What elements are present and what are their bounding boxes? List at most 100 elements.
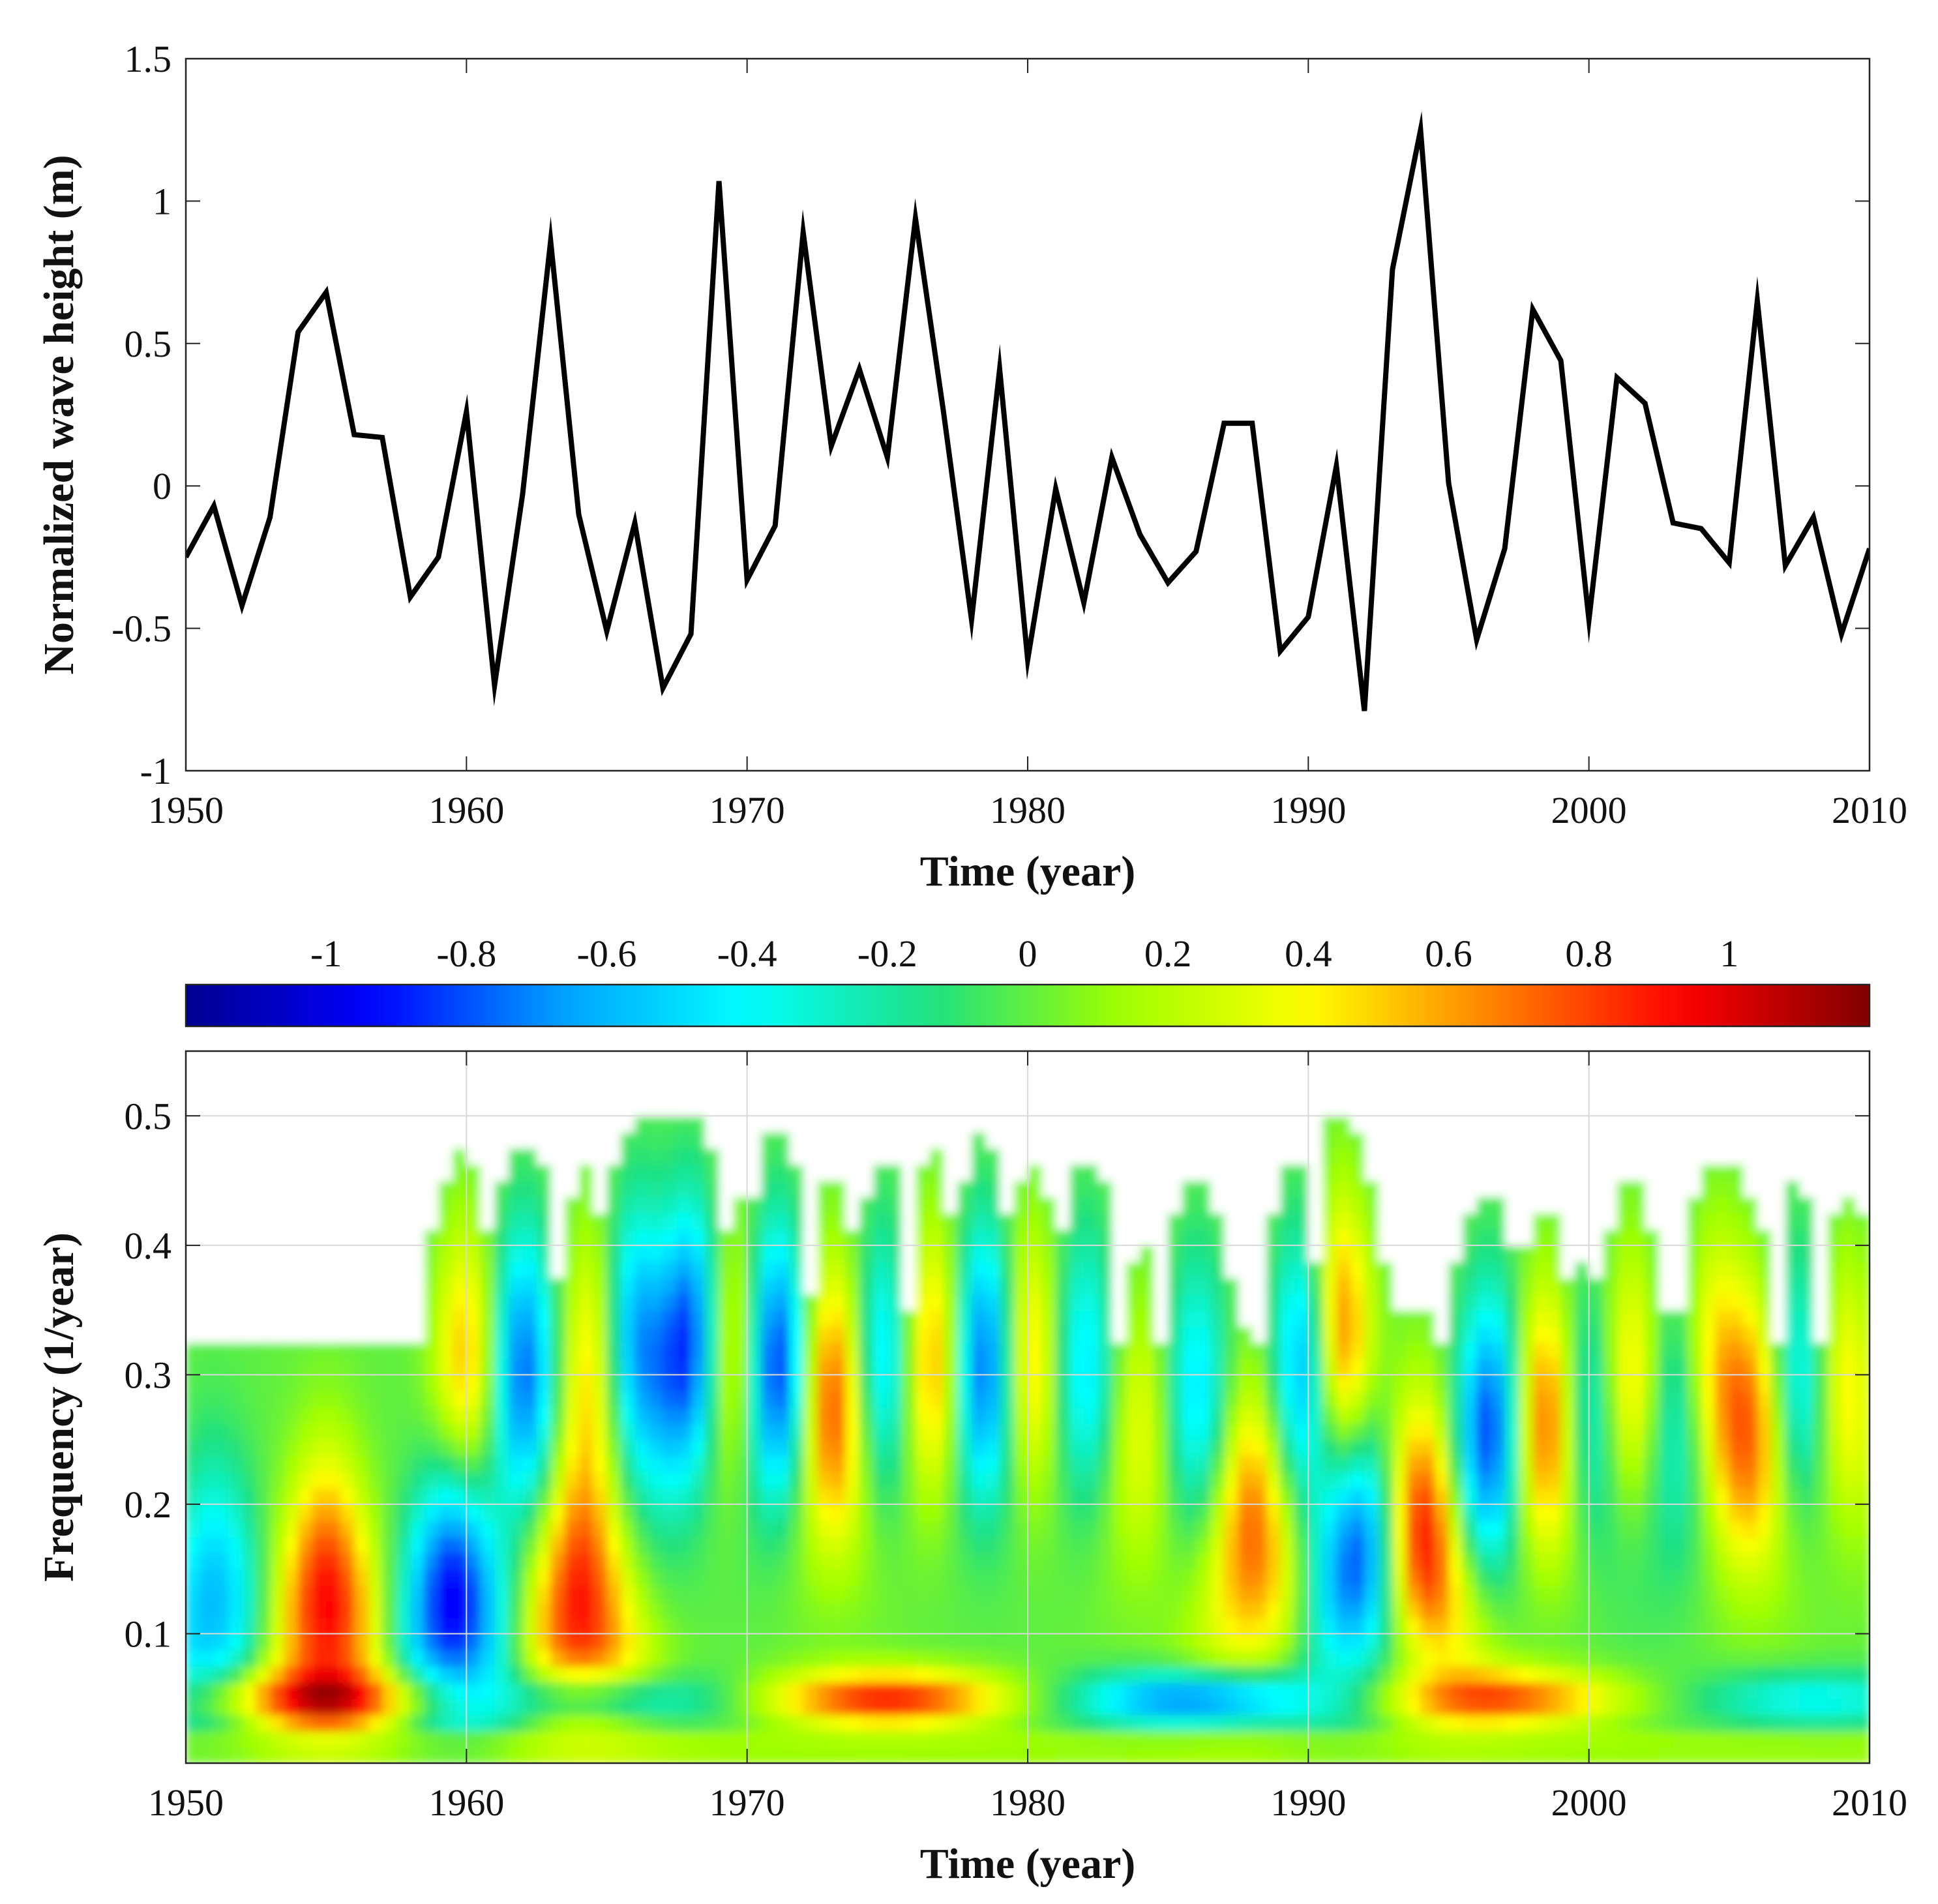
heatmap-cell [1799, 1617, 1814, 1635]
heatmap-cell [859, 1197, 874, 1214]
heatmap-cell [1112, 1439, 1127, 1457]
heatmap-cell [957, 1197, 972, 1214]
heatmap-cell [368, 1261, 383, 1279]
heatmap-cell [214, 1391, 229, 1408]
heatmap-cell [1673, 1472, 1688, 1489]
heatmap-cell [606, 1650, 621, 1667]
heatmap-cell [578, 1245, 593, 1262]
heatmap-cell [929, 1310, 944, 1327]
heatmap-cell [705, 1682, 720, 1699]
heatmap-cell [1210, 1116, 1225, 1133]
heatmap-cell [466, 1601, 481, 1618]
heatmap-cell [508, 1116, 524, 1133]
heatmap-cell [1532, 1666, 1548, 1683]
heatmap-cell [1603, 1229, 1618, 1246]
heatmap-cell [1364, 1520, 1379, 1538]
heatmap-cell [1322, 1601, 1337, 1618]
heatmap-cell [1000, 1358, 1015, 1376]
heatmap-cell [845, 1455, 860, 1473]
heatmap-cell [1097, 1682, 1113, 1699]
heatmap-cell [719, 1180, 734, 1198]
heatmap-cell [1547, 1569, 1562, 1586]
heatmap-cell [1069, 1585, 1084, 1602]
heatmap-cell [326, 1682, 341, 1699]
heatmap-cell [382, 1277, 397, 1295]
heatmap-cell [200, 1520, 215, 1538]
heatmap-cell [1673, 1358, 1688, 1376]
heatmap-cell [1715, 1633, 1730, 1651]
heatmap-cell [466, 1375, 481, 1392]
heatmap-cell [200, 1747, 215, 1763]
heatmap-cell [803, 1601, 818, 1618]
heatmap-cell [663, 1116, 678, 1133]
heatmap-cell [1392, 1342, 1407, 1360]
heatmap-cell [1028, 1747, 1043, 1763]
heatmap-cell [971, 1747, 987, 1763]
heatmap-cell [1841, 1277, 1856, 1295]
heatmap-cell [1196, 1504, 1211, 1521]
heatmap-cell [634, 1666, 649, 1683]
heatmap-cell [200, 1245, 215, 1262]
heatmap-cell [1435, 1148, 1450, 1165]
heatmap-cell [312, 1229, 327, 1246]
heatmap-cell [929, 1423, 944, 1440]
heatmap-cell [1126, 1747, 1141, 1763]
heatmap-cell [789, 1601, 804, 1618]
heatmap-cell [1785, 1326, 1800, 1343]
heatmap-cell [1224, 1407, 1239, 1424]
heatmap-cell [1392, 1472, 1407, 1489]
heatmap-cell [1491, 1698, 1506, 1716]
heatmap-cell [1252, 1375, 1267, 1392]
heatmap-cell [1013, 1553, 1028, 1570]
heatmap-cell [1013, 1585, 1028, 1602]
heatmap-cell [1659, 1472, 1674, 1489]
heatmap-cell [593, 1633, 608, 1651]
heatmap-cell [1322, 1747, 1337, 1763]
heatmap-cell [1588, 1731, 1604, 1748]
heatmap-cell [1743, 1439, 1758, 1457]
heatmap-cell [1645, 1310, 1660, 1327]
heatmap-cell [1028, 1277, 1043, 1295]
heatmap-cell [691, 1310, 706, 1327]
heatmap-cell [789, 1164, 804, 1182]
heatmap-cell [1378, 1504, 1394, 1521]
heatmap-cell [284, 1132, 299, 1149]
heatmap-cell [312, 1277, 327, 1295]
heatmap-cell [691, 1375, 706, 1392]
heatmap-cell [1617, 1342, 1632, 1360]
heatmap-cell [1112, 1633, 1127, 1651]
heatmap-cell [1056, 1617, 1071, 1635]
heatmap-cell [985, 1164, 1000, 1182]
heatmap-cell [396, 1391, 411, 1408]
heatmap-cell [873, 1245, 888, 1262]
heatmap-cell [564, 1213, 580, 1230]
heatmap-cell [1210, 1601, 1225, 1618]
heatmap-cell [691, 1423, 706, 1440]
heatmap-cell [1729, 1698, 1744, 1716]
heatmap-cell [438, 1294, 453, 1311]
heatmap-cell [663, 1326, 678, 1343]
heatmap-cell [817, 1213, 832, 1230]
heatmap-cell [284, 1472, 299, 1489]
heatmap-cell [1855, 1585, 1870, 1602]
heatmap-cell [438, 1569, 453, 1586]
heatmap-cell [1813, 1245, 1828, 1262]
heatmap-cell [256, 1666, 271, 1683]
heatmap-cell [1799, 1747, 1814, 1763]
heatmap-cell [438, 1310, 453, 1327]
heatmap-cell [789, 1439, 804, 1457]
heatmap-cell [1392, 1358, 1407, 1376]
heatmap-cell [1056, 1407, 1071, 1424]
heatmap-cell [1715, 1391, 1730, 1408]
heatmap-cell [1448, 1536, 1463, 1554]
heatmap-cell [747, 1682, 762, 1699]
heatmap-cell [242, 1569, 257, 1586]
heatmap-cell [761, 1229, 776, 1246]
heatmap-cell [1701, 1261, 1716, 1279]
heatmap-cell [817, 1731, 832, 1748]
heatmap-cell [1378, 1245, 1394, 1262]
heatmap-cell [1771, 1391, 1786, 1408]
heatmap-cell [929, 1358, 944, 1376]
heatmap-cell [1588, 1617, 1604, 1635]
heatmap-cell [1841, 1698, 1856, 1716]
